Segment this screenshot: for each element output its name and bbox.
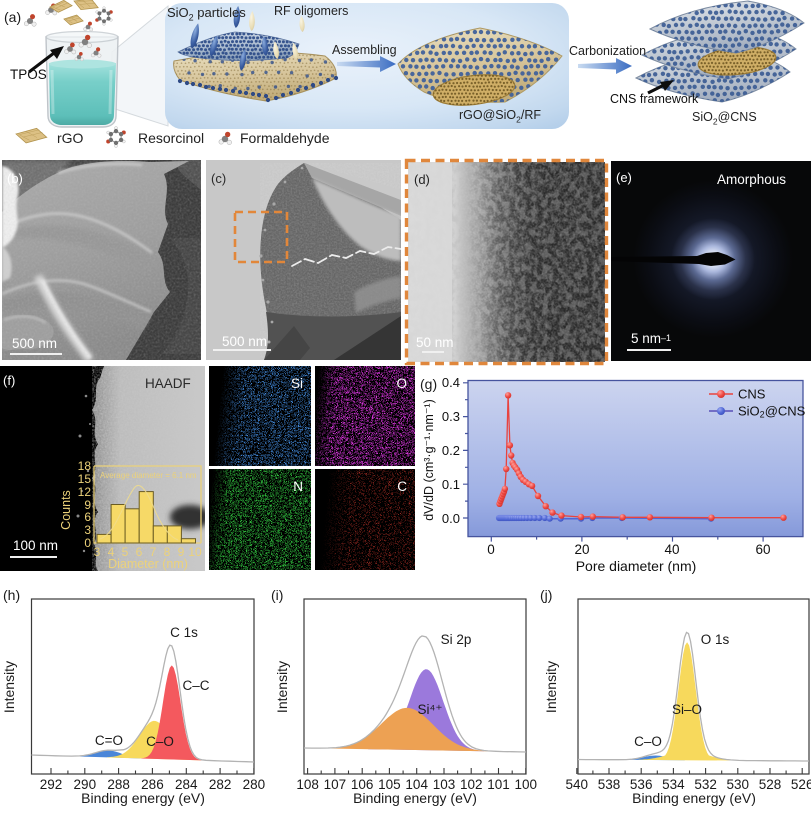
svg-text:Counts: Counts [59, 490, 73, 530]
svg-text:SiO2@CNS: SiO2@CNS [738, 404, 806, 420]
svg-text:286: 286 [141, 777, 164, 792]
svg-text:Diameter (nm): Diameter (nm) [108, 557, 188, 571]
svg-text:280: 280 [243, 777, 266, 792]
svg-text:104: 104 [405, 777, 428, 792]
svg-text:C–C: C–C [182, 678, 209, 693]
svg-text:0.4: 0.4 [442, 375, 460, 390]
svg-text:dV/dD (cm³·g⁻¹·nm⁻¹): dV/dD (cm³·g⁻¹·nm⁻¹) [422, 399, 436, 521]
svg-text:C–O: C–O [634, 734, 662, 749]
svg-text:7: 7 [150, 545, 157, 559]
svg-text:Intensity: Intensity [543, 661, 559, 713]
svg-text:526: 526 [791, 777, 811, 792]
svg-text:20: 20 [574, 542, 589, 557]
svg-text:105: 105 [378, 777, 401, 792]
svg-text:530: 530 [727, 777, 750, 792]
svg-text:Average diameter = 6.1 nm: Average diameter = 6.1 nm [100, 471, 197, 480]
svg-text:0.0: 0.0 [442, 511, 460, 526]
svg-text:288: 288 [107, 777, 130, 792]
svg-text:103: 103 [433, 777, 456, 792]
svg-text:15: 15 [78, 472, 92, 486]
svg-text:60: 60 [755, 542, 770, 557]
svg-text:9: 9 [84, 498, 91, 512]
svg-text:532: 532 [694, 777, 717, 792]
svg-text:12: 12 [78, 485, 92, 499]
svg-text:536: 536 [630, 777, 653, 792]
svg-text:6: 6 [136, 545, 143, 559]
svg-text:Si–O: Si–O [672, 702, 702, 717]
svg-text:540: 540 [566, 777, 589, 792]
svg-text:10: 10 [188, 545, 202, 559]
svg-text:106: 106 [351, 777, 374, 792]
svg-text:3: 3 [84, 523, 91, 537]
svg-text:108: 108 [296, 777, 319, 792]
svg-text:100: 100 [515, 777, 538, 792]
svg-text:C=O: C=O [95, 733, 123, 748]
svg-text:107: 107 [324, 777, 347, 792]
svg-text:8: 8 [164, 545, 171, 559]
svg-text:101: 101 [487, 777, 510, 792]
svg-text:C–O: C–O [146, 734, 174, 749]
svg-text:C: C [397, 479, 407, 494]
svg-text:18: 18 [78, 459, 92, 473]
svg-text:9: 9 [178, 545, 185, 559]
svg-text:102: 102 [460, 777, 483, 792]
svg-text:528: 528 [759, 777, 782, 792]
svg-text:0: 0 [84, 536, 91, 550]
svg-text:3: 3 [94, 545, 101, 559]
svg-text:538: 538 [598, 777, 621, 792]
svg-text:CNS: CNS [738, 387, 766, 402]
svg-text:290: 290 [74, 777, 97, 792]
svg-text:Pore diameter (nm): Pore diameter (nm) [576, 558, 697, 574]
svg-text:6: 6 [84, 510, 91, 524]
svg-text:0.1: 0.1 [442, 477, 460, 492]
svg-text:0.3: 0.3 [442, 409, 460, 424]
svg-text:Si⁴⁺: Si⁴⁺ [418, 702, 443, 717]
svg-text:0.2: 0.2 [442, 443, 460, 458]
svg-text:40: 40 [664, 542, 679, 557]
svg-text:0: 0 [487, 542, 495, 557]
svg-text:Si 2p: Si 2p [441, 632, 472, 647]
svg-text:5: 5 [122, 545, 129, 559]
svg-text:Si: Si [291, 376, 303, 391]
svg-text:Binding energy (eV): Binding energy (eV) [81, 790, 205, 806]
svg-text:4: 4 [108, 545, 115, 559]
svg-text:C 1s: C 1s [170, 625, 198, 640]
svg-text:O 1s: O 1s [701, 632, 730, 647]
svg-text:Binding energy (eV): Binding energy (eV) [353, 790, 477, 806]
svg-text:Intensity: Intensity [274, 661, 290, 713]
svg-text:Binding energy (eV): Binding energy (eV) [632, 790, 756, 806]
svg-text:284: 284 [175, 777, 198, 792]
svg-text:N: N [293, 479, 303, 494]
svg-text:534: 534 [662, 777, 685, 792]
svg-text:Intensity: Intensity [1, 661, 17, 713]
svg-text:282: 282 [209, 777, 232, 792]
svg-text:292: 292 [40, 777, 63, 792]
svg-text:O: O [396, 376, 407, 391]
